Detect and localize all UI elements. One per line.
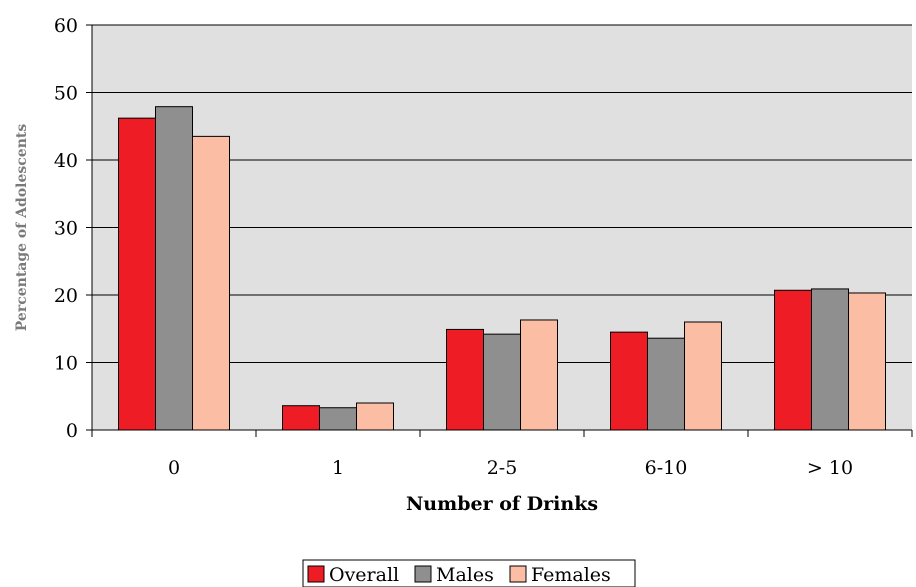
y-tick-label: 30 (54, 218, 78, 240)
legend-swatch-females (509, 565, 527, 583)
y-tick-label: 60 (54, 15, 78, 37)
bar-overall-4 (774, 289, 812, 431)
x-tick-labels: 0 1 2-5 6-10 > 10 (168, 457, 853, 479)
legend-label-overall: Overall (329, 564, 399, 586)
bar-overall-1 (282, 405, 320, 431)
y-tick-label: 50 (54, 83, 78, 105)
axes (86, 24, 913, 437)
bars (118, 106, 886, 431)
legend-box (302, 559, 636, 587)
bar-overall-0 (118, 117, 156, 431)
bar-females-3 (684, 321, 722, 431)
x-tick-label: 0 (168, 457, 180, 479)
y-tick-labels: 0 10 20 30 40 50 60 (54, 15, 78, 442)
bar-males-2 (483, 333, 521, 431)
x-tick-label: 6-10 (645, 457, 688, 479)
bar-males-0 (155, 106, 193, 431)
legend-label-males: Males (436, 564, 494, 586)
bar-overall-3 (610, 331, 648, 431)
y-tick-label: 20 (54, 285, 78, 307)
bar-females-1 (356, 402, 394, 431)
y-axis-title: Percentage of Adolescents (14, 124, 30, 332)
bar-overall-2 (446, 328, 484, 431)
legend-swatch-overall (307, 565, 325, 583)
legend: Overall Males Females (302, 559, 636, 587)
legend-swatch-males (414, 565, 432, 583)
y-tick-label: 40 (54, 150, 78, 172)
y-tick-label: 0 (66, 420, 78, 442)
bar-males-1 (319, 407, 357, 431)
bar-males-4 (811, 288, 849, 431)
x-tick-label: 1 (332, 457, 344, 479)
x-tick-label: > 10 (807, 457, 853, 479)
x-tick-label: 2-5 (487, 457, 518, 479)
y-tick-label: 10 (54, 353, 78, 375)
bar-females-0 (192, 135, 230, 431)
bar-males-3 (647, 337, 685, 431)
bar-females-4 (848, 292, 886, 431)
legend-label-females: Females (531, 564, 611, 586)
bar-females-2 (520, 319, 558, 431)
x-axis-title: Number of Drinks (406, 493, 598, 515)
